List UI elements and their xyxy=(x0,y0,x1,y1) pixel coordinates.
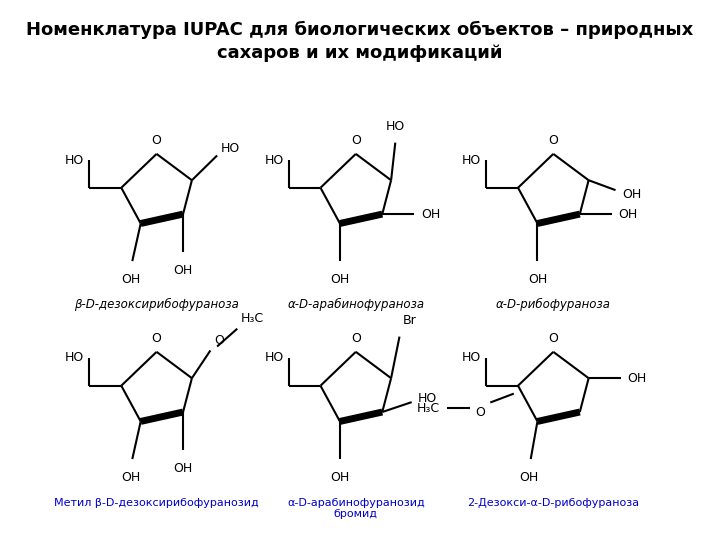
Text: Br: Br xyxy=(403,314,417,327)
Text: HO: HO xyxy=(65,352,84,365)
Text: HO: HO xyxy=(418,392,437,404)
Text: HO: HO xyxy=(220,142,240,155)
Text: OH: OH xyxy=(330,273,349,286)
Text: O: O xyxy=(549,134,558,147)
Text: OH: OH xyxy=(622,187,642,200)
Text: OH: OH xyxy=(627,372,647,384)
Text: HO: HO xyxy=(264,352,284,365)
Text: O: O xyxy=(351,134,361,147)
Text: α-D-рибофураноза: α-D-рибофураноза xyxy=(496,298,611,311)
Text: O: O xyxy=(475,406,485,419)
Text: OH: OH xyxy=(174,462,193,475)
Text: O: O xyxy=(215,334,225,348)
Text: OH: OH xyxy=(121,471,140,484)
Text: H₃C: H₃C xyxy=(240,312,264,325)
Text: HO: HO xyxy=(386,120,405,133)
Text: OH: OH xyxy=(528,273,547,286)
Text: HO: HO xyxy=(65,153,84,166)
Text: α-D-арабинофуранозид
бромид: α-D-арабинофуранозид бромид xyxy=(287,498,425,519)
Text: β-D-дезоксирибофураноза: β-D-дезоксирибофураноза xyxy=(74,298,239,311)
Text: Номенклатура IUPAC для биологических объектов – природных: Номенклатура IUPAC для биологических объ… xyxy=(27,21,693,39)
Text: HO: HO xyxy=(462,153,481,166)
Text: сахаров и их модификаций: сахаров и их модификаций xyxy=(217,44,503,62)
Text: O: O xyxy=(152,332,161,345)
Text: OH: OH xyxy=(121,273,140,286)
Text: O: O xyxy=(351,332,361,345)
Text: OH: OH xyxy=(174,264,193,276)
Text: 2-Дезокси-α-D-рибофураноза: 2-Дезокси-α-D-рибофураноза xyxy=(467,498,639,508)
Text: OH: OH xyxy=(519,471,539,484)
Text: α-D-арабинофураноза: α-D-арабинофураноза xyxy=(287,298,424,311)
Text: OH: OH xyxy=(421,207,440,220)
Text: HO: HO xyxy=(264,153,284,166)
Text: O: O xyxy=(152,134,161,147)
Text: OH: OH xyxy=(330,471,349,484)
Text: H₃C: H₃C xyxy=(417,402,440,415)
Text: HO: HO xyxy=(462,352,481,365)
Text: Метил β-D-дезоксирибофуранозид: Метил β-D-дезоксирибофуранозид xyxy=(54,498,259,508)
Text: OH: OH xyxy=(618,207,638,220)
Text: O: O xyxy=(549,332,558,345)
